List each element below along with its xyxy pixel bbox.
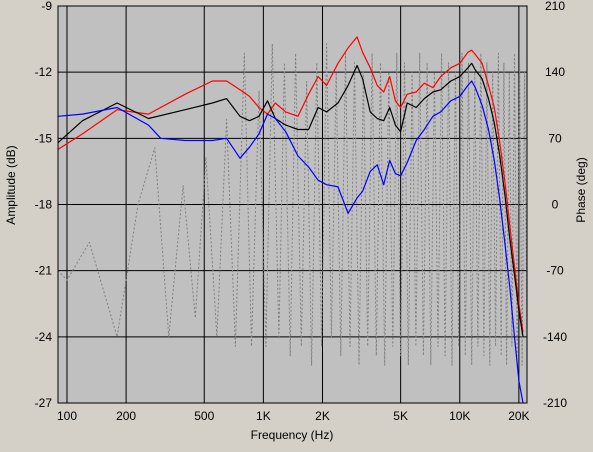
phase-series-line (57, 43, 528, 366)
x-tick-label: 500 (194, 409, 214, 423)
y-right-tick-label: 140 (545, 65, 565, 79)
x-tick-labels: 100 200 500 1K 2K 5K 10K 20K (57, 409, 530, 423)
amplitude-series-line (57, 80, 524, 404)
y-left-tick-label: -18 (35, 198, 53, 212)
y-right-tick-label: -140 (543, 330, 567, 344)
y-left-tick-label: -27 (35, 396, 53, 410)
amplitude-series-line (57, 36, 524, 333)
x-tick-label: 5K (393, 409, 408, 423)
x-axis-label: Frequency (Hz) (251, 428, 334, 442)
y-axis-label-right: Phase (deg) (574, 157, 588, 222)
y-left-tick-label: -21 (35, 264, 53, 278)
y-left-tick-labels: -9 -12 -15 -18 -21 -24 -27 (35, 0, 53, 410)
y-right-tick-labels: 210 140 70 0 -70 -140 -210 (543, 0, 567, 410)
x-tick-label: 200 (116, 409, 136, 423)
x-tick-label: 1K (256, 409, 271, 423)
y-left-tick-label: -24 (35, 330, 53, 344)
y-right-tick-label: 70 (548, 131, 562, 145)
y-right-tick-label: 0 (552, 198, 559, 212)
y-right-tick-label: 210 (545, 0, 565, 13)
x-tick-label: 100 (57, 409, 77, 423)
y-left-tick-label: -9 (41, 0, 52, 13)
series-layer (57, 36, 528, 404)
y-right-tick-label: -210 (543, 396, 567, 410)
x-tick-label: 20K (508, 409, 529, 423)
y-left-tick-label: -12 (35, 65, 53, 79)
y-right-tick-label: -70 (546, 264, 564, 278)
x-tick-label: 2K (315, 409, 330, 423)
plot-border (57, 5, 528, 404)
y-axis-label-left: Amplitude (dB) (4, 145, 18, 224)
y-left-tick-label: -15 (35, 131, 53, 145)
amplitude-series-line (57, 62, 524, 337)
x-tick-label: 10K (449, 409, 470, 423)
